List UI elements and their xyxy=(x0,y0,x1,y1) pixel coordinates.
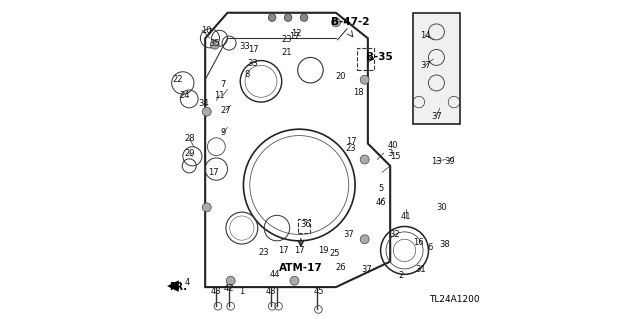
Circle shape xyxy=(226,276,235,285)
Text: 38: 38 xyxy=(439,240,450,249)
Text: 19: 19 xyxy=(318,246,328,255)
Text: 18: 18 xyxy=(353,88,364,97)
Text: 20: 20 xyxy=(335,72,346,81)
Text: 1: 1 xyxy=(239,287,244,296)
Circle shape xyxy=(360,75,369,84)
Text: B-35: B-35 xyxy=(365,52,392,63)
Text: 6: 6 xyxy=(428,243,433,252)
Text: 29: 29 xyxy=(184,149,195,158)
Text: 43: 43 xyxy=(211,287,221,296)
Circle shape xyxy=(300,14,308,21)
Text: 3: 3 xyxy=(387,149,393,158)
Text: 21: 21 xyxy=(281,48,292,57)
Text: 37: 37 xyxy=(361,265,372,274)
Text: 10: 10 xyxy=(202,26,212,35)
Circle shape xyxy=(202,107,211,116)
Text: 14: 14 xyxy=(420,31,431,40)
Text: 37: 37 xyxy=(420,61,431,70)
Polygon shape xyxy=(413,13,460,124)
Text: 23: 23 xyxy=(259,248,269,256)
Text: 17: 17 xyxy=(294,246,305,255)
Text: 17: 17 xyxy=(347,137,357,146)
Text: 17: 17 xyxy=(278,246,289,255)
Text: 5: 5 xyxy=(378,184,383,193)
Text: 42: 42 xyxy=(224,284,234,293)
Text: ATM-17: ATM-17 xyxy=(279,263,323,273)
Text: 26: 26 xyxy=(335,263,346,272)
Text: 37: 37 xyxy=(431,112,442,121)
Text: 45: 45 xyxy=(313,287,324,296)
Text: 33: 33 xyxy=(239,42,250,51)
Text: 27: 27 xyxy=(221,106,231,115)
Text: 7: 7 xyxy=(220,80,225,89)
Text: 8: 8 xyxy=(244,70,250,79)
Text: 23: 23 xyxy=(345,144,356,153)
Text: 9: 9 xyxy=(220,128,225,137)
Circle shape xyxy=(360,235,369,244)
Text: 39: 39 xyxy=(444,157,454,166)
Text: 44: 44 xyxy=(270,270,280,279)
Text: 25: 25 xyxy=(329,249,340,258)
Text: 2: 2 xyxy=(399,271,404,280)
Text: 33: 33 xyxy=(248,59,259,68)
Text: 30: 30 xyxy=(436,203,447,212)
Text: 35: 35 xyxy=(209,39,220,48)
Text: 46: 46 xyxy=(375,198,386,207)
Circle shape xyxy=(360,155,369,164)
Text: 15: 15 xyxy=(390,152,400,161)
Circle shape xyxy=(202,203,211,212)
Text: 23: 23 xyxy=(281,35,292,44)
Text: 11: 11 xyxy=(214,91,225,100)
Text: 12: 12 xyxy=(291,29,301,38)
Text: 34: 34 xyxy=(198,99,209,108)
Text: 32: 32 xyxy=(390,230,400,239)
Bar xyxy=(356,48,374,70)
Text: 24: 24 xyxy=(179,91,189,100)
Bar xyxy=(298,219,310,233)
Text: 43: 43 xyxy=(265,287,276,296)
Text: 17: 17 xyxy=(248,45,259,54)
Text: 17: 17 xyxy=(289,32,300,41)
Text: 41: 41 xyxy=(401,212,412,221)
Text: 31: 31 xyxy=(415,265,426,274)
Text: TL24A1200: TL24A1200 xyxy=(429,295,479,304)
Text: ◀: ◀ xyxy=(167,278,179,293)
Circle shape xyxy=(284,14,292,21)
Text: 40: 40 xyxy=(388,141,399,150)
Text: 22: 22 xyxy=(173,75,183,84)
Circle shape xyxy=(211,40,219,49)
Text: 37: 37 xyxy=(343,230,354,239)
Circle shape xyxy=(290,276,299,285)
Text: 16: 16 xyxy=(413,238,424,247)
Text: 28: 28 xyxy=(184,134,195,143)
Text: 36: 36 xyxy=(300,220,311,229)
Text: 4: 4 xyxy=(185,278,190,287)
Text: 17: 17 xyxy=(208,168,218,177)
Circle shape xyxy=(268,14,276,21)
Text: 13: 13 xyxy=(431,157,442,166)
Text: FR.: FR. xyxy=(169,282,187,292)
Circle shape xyxy=(332,18,340,27)
Text: B-47-2: B-47-2 xyxy=(331,17,369,27)
